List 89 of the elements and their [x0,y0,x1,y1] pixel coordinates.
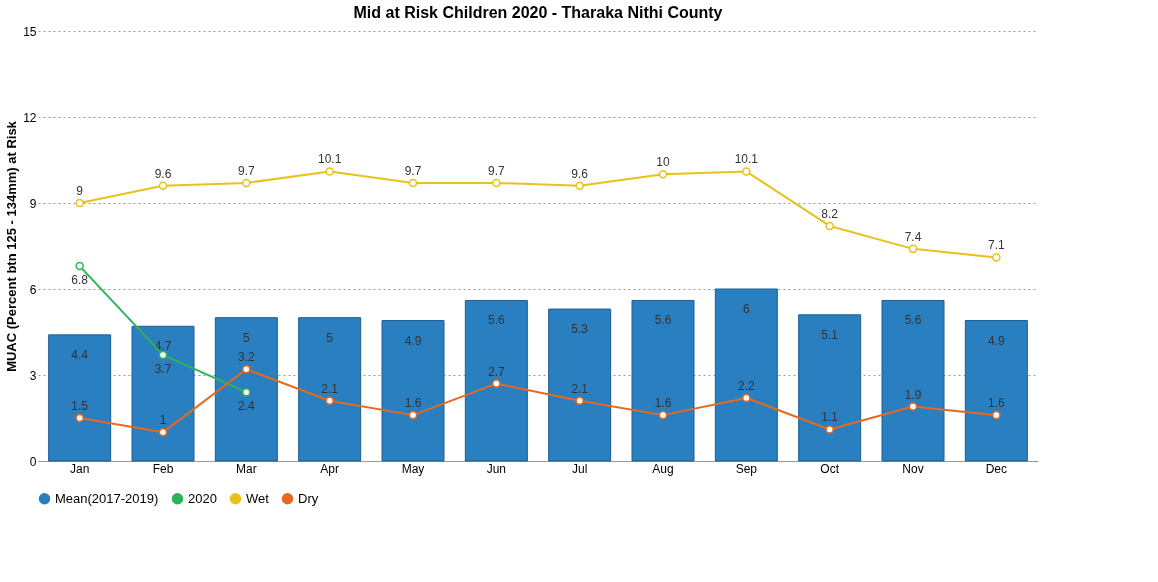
legend-label: Wet [246,490,270,506]
x-tick-label: Apr [320,461,340,476]
point [408,178,418,188]
point [908,244,918,254]
data-label: 9.7 [404,163,422,178]
data-label: 2.7 [487,364,505,379]
data-label: 10.1 [734,152,759,167]
data-label: 2.1 [571,381,589,396]
y-tick-label: 12 [23,110,37,125]
data-label: 10 [656,155,670,170]
point [408,410,418,420]
point [992,253,1001,262]
y-tick-label: 9 [29,196,37,211]
data-label: 9.7 [237,163,255,178]
data-label: 2.2 [737,378,755,393]
data-label: 9.7 [487,163,505,178]
point [242,364,251,374]
x-tick-label: Feb [152,461,174,476]
data-label: 5.3 [571,322,589,337]
legend-label: Mean(2017-2019) [55,490,159,506]
y-tick-label: 6 [29,282,37,297]
data-label: 1.1 [821,410,839,425]
data-label: 4.9 [987,333,1005,348]
y-tick-label: 0 [29,454,37,469]
data-label: 1.9 [904,387,922,402]
x-tick-label: Sep [735,461,758,476]
data-label: 9.6 [571,166,589,181]
chart-title: Mid at Risk Children 2020 - Tharaka Nithi County [353,4,723,21]
x-tick-label: Jan [69,461,90,476]
point [242,178,251,188]
data-label: 9 [76,184,84,198]
data-label: 1.6 [654,396,672,411]
y-axis-title: MUAC (Percent btn 125 - 134mm) at Risk [4,120,20,372]
point [658,170,668,179]
point [325,396,334,406]
x-tick-label: Jul [571,461,588,476]
data-label: 3.7 [154,361,172,376]
data-label: 1.6 [987,396,1005,411]
x-tick-label: Oct [820,461,840,476]
data-label: 5.1 [821,327,839,342]
point [575,181,584,191]
data-label: 4.4 [71,347,89,362]
point [75,413,84,423]
data-label: 6 [742,302,750,316]
point [492,178,501,188]
data-label: 6.8 [71,273,89,288]
data-label: 1.5 [71,399,89,413]
x-tick-label: Mar [236,461,257,476]
data-label: 5 [242,330,250,345]
point [325,167,334,176]
y-tick-label: 15 [23,24,37,39]
x-tick-label: May [401,461,425,476]
data-label: 1.6 [404,396,422,411]
data-label: 10.1 [317,152,342,167]
point [158,428,168,437]
legend-label: Dry [298,490,319,506]
data-label: 5.6 [904,313,922,328]
point [158,181,168,191]
point [75,198,84,208]
x-tick-label: Aug [652,461,674,476]
point [992,410,1001,420]
point [742,393,751,403]
point [492,379,501,388]
data-label: 7.4 [904,229,922,244]
point [158,350,168,360]
data-label: 5.6 [654,313,672,328]
data-label: 7.1 [987,238,1005,253]
y-tick-label: 3 [29,368,37,383]
legend-label: 2020 [188,490,217,506]
point [658,410,668,420]
data-label: 9.6 [154,166,172,181]
point [908,402,918,411]
x-tick-label: Jun [486,461,507,476]
point [825,425,834,434]
point [825,221,834,231]
data-label: 5 [326,330,334,345]
data-label: 8.2 [821,206,839,221]
data-label: 4.9 [404,333,422,348]
data-label: 1 [159,413,167,428]
point [742,167,751,176]
data-label: 2.4 [237,399,255,414]
data-label: 3.2 [237,350,255,365]
x-tick-label: Dec [985,461,1008,476]
point [75,261,84,271]
data-label: 5.6 [487,313,505,328]
data-label: 2.1 [321,381,339,396]
point [242,387,251,397]
point [575,396,584,406]
x-tick-label: Nov [902,461,924,476]
